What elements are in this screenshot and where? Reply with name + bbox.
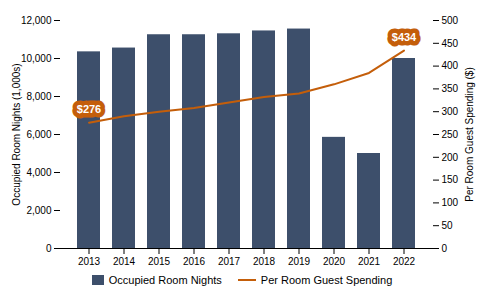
svg-text:8,000: 8,000 [26, 91, 51, 102]
svg-text:6,000: 6,000 [26, 129, 51, 140]
svg-text:200: 200 [442, 152, 459, 163]
svg-text:4,000: 4,000 [26, 167, 51, 178]
svg-text:Occupied Room Nights (1,000s): Occupied Room Nights (1,000s) [11, 63, 22, 205]
svg-text:2021: 2021 [358, 256, 381, 267]
svg-text:2017: 2017 [218, 256, 241, 267]
html-text:Per Room Guest Spending: Per Room Guest Spending [260, 274, 393, 286]
svg-text:2016: 2016 [183, 256, 206, 267]
svg-text:300: 300 [442, 106, 459, 117]
svg-text:2020: 2020 [323, 256, 346, 267]
svg-text:2015: 2015 [148, 256, 171, 267]
svg-text:2,000: 2,000 [26, 205, 51, 216]
svg-text:2019: 2019 [288, 256, 311, 267]
svg-text:50: 50 [442, 220, 454, 231]
svg-text:100: 100 [442, 197, 459, 208]
svg-text:500: 500 [442, 15, 459, 26]
svg-text:400: 400 [442, 60, 459, 71]
svg-text:0: 0 [442, 243, 448, 254]
svg-text:150: 150 [442, 174, 459, 185]
html-text:Occupied Room Nights: Occupied Room Nights [108, 274, 222, 286]
svg-text:12,000: 12,000 [21, 15, 52, 26]
svg-text:250: 250 [442, 129, 459, 140]
svg-text:0: 0 [46, 243, 52, 254]
svg-text:$276: $276 [77, 103, 101, 115]
svg-text:2018: 2018 [253, 256, 276, 267]
svg-text:2013: 2013 [78, 256, 101, 267]
svg-text:2022: 2022 [393, 256, 416, 267]
svg-text:350: 350 [442, 83, 459, 94]
svg-text:450: 450 [442, 38, 459, 49]
svg-text:10,000: 10,000 [21, 53, 52, 64]
svg-text:$434: $434 [392, 31, 417, 43]
svg-text:2014: 2014 [113, 256, 136, 267]
svg-text:Per Room Guest Spending ($): Per Room Guest Spending ($) [464, 67, 475, 202]
